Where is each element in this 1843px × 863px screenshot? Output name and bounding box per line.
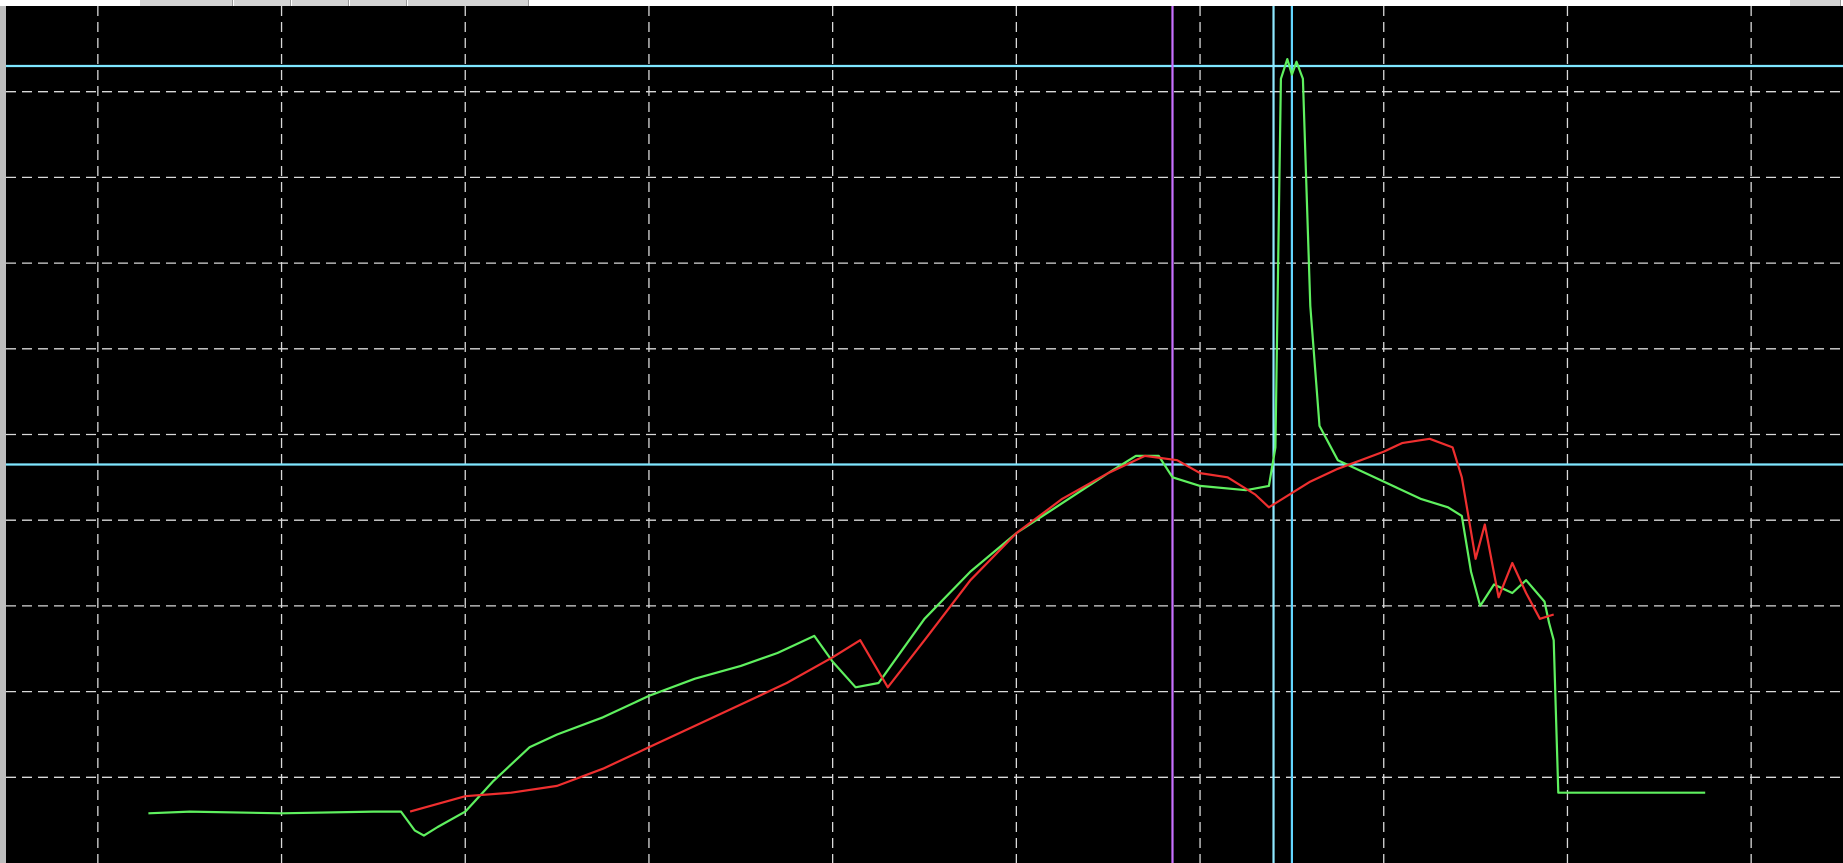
tab-4[interactable] <box>350 0 407 6</box>
tab-6[interactable] <box>1790 0 1841 6</box>
tab-5[interactable] <box>408 0 529 6</box>
left-scale-ruler <box>0 6 6 863</box>
tab-3[interactable] <box>292 0 349 6</box>
series-line-1 <box>148 58 1706 837</box>
tab-1[interactable] <box>140 0 233 6</box>
tab-2[interactable] <box>234 0 291 6</box>
series-line-2 <box>409 437 1555 813</box>
